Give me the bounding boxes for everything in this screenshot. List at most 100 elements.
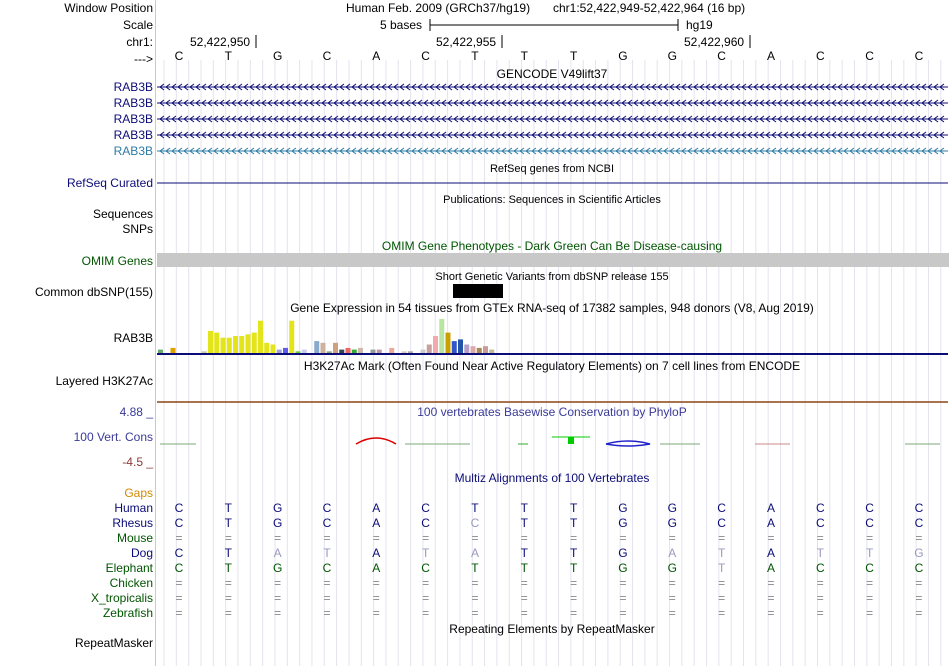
multiz-species-label[interactable]: Zebrafish — [102, 606, 153, 620]
multiz-base: T — [569, 501, 578, 515]
gencode-transcript — [157, 99, 948, 107]
multiz-base: = — [668, 591, 676, 605]
multiz-base: C — [174, 501, 184, 515]
refseq-curated-label[interactable]: RefSeq Curated — [66, 176, 153, 190]
multiz-base: = — [520, 591, 528, 605]
multiz-base: T — [224, 561, 232, 575]
multiz-species-label[interactable]: Dog — [130, 546, 153, 560]
assembly-text: Human Feb. 2009 (GRCh37/hg19) — [346, 1, 531, 15]
gtex-tissue-bar — [220, 337, 226, 353]
multiz-base: T — [520, 546, 528, 560]
multiz-base: = — [816, 591, 824, 605]
multiz-species-label[interactable]: Chicken — [109, 576, 153, 590]
dbsnp-track-title: Short Genetic Variants from dbSNP releas… — [435, 271, 669, 283]
gtex-tissue-bar — [295, 351, 301, 353]
omim-genes-label[interactable]: OMIM Genes — [81, 254, 153, 268]
gtex-tissue-bar — [376, 349, 382, 353]
vert-cons-label[interactable]: 100 Vert. Cons — [73, 430, 153, 444]
multiz-base: T — [717, 546, 726, 560]
gtex-tissue-bar — [451, 341, 457, 353]
sequence-base: T — [520, 49, 528, 63]
omim-gene-bar — [157, 253, 949, 267]
gtex-tissue-bar — [445, 332, 451, 353]
gtex-tissue-bar — [426, 344, 432, 353]
snps-label[interactable]: SNPs — [122, 222, 153, 236]
multiz-base: = — [718, 606, 726, 620]
multiz-species-label[interactable]: X_tropicalis — [90, 591, 153, 605]
multiz-base: = — [767, 606, 775, 620]
sequences-label[interactable]: Sequences — [92, 207, 153, 221]
gtex-tissue-bar — [439, 319, 445, 353]
gencode-transcript-label[interactable]: RAB3B — [113, 96, 153, 110]
multiz-base: = — [323, 531, 331, 545]
multiz-species-label[interactable]: Gaps — [124, 486, 153, 500]
multiz-base: G — [618, 561, 628, 575]
multiz-base: = — [175, 591, 183, 605]
conservation-track-title: 100 vertebrates Basewise Conservation by… — [417, 405, 687, 419]
multiz-base: C — [322, 501, 332, 515]
sequence-base: G — [667, 49, 677, 63]
sequence-base: C — [174, 49, 184, 63]
multiz-base: C — [322, 516, 332, 530]
multiz-base: = — [471, 576, 479, 590]
common-dbsnp-label[interactable]: Common dbSNP(155) — [34, 285, 153, 299]
gtex-tissue-bar — [489, 349, 495, 353]
layered-h3k27ac-label[interactable]: Layered H3K27Ac — [55, 374, 153, 388]
multiz-base: = — [915, 606, 923, 620]
scale-bar — [429, 19, 679, 31]
multiz-track-title: Multiz Alignments of 100 Vertebrates — [454, 471, 650, 485]
multiz-base: T — [520, 561, 528, 575]
gencode-transcript-label[interactable]: RAB3B — [113, 128, 153, 142]
multiz-base: T — [421, 546, 430, 560]
gtex-tissue-bar — [339, 349, 345, 353]
gtex-tissue-bar — [483, 346, 488, 353]
multiz-base: C — [470, 516, 480, 530]
multiz-base: = — [372, 531, 380, 545]
repeatmasker-label[interactable]: RepeatMasker — [74, 636, 153, 650]
multiz-species-label[interactable]: Human — [114, 501, 153, 515]
conservation-signal — [160, 436, 940, 447]
gtex-tissue-bar — [345, 347, 351, 353]
multiz-base: = — [224, 531, 232, 545]
gtex-tissue-bar — [264, 342, 270, 353]
multiz-base: G — [618, 501, 628, 515]
multiz-base: A — [470, 546, 479, 560]
multiz-base: = — [668, 606, 676, 620]
scale-text: 5 bases — [380, 18, 423, 32]
multiz-base: = — [570, 591, 578, 605]
multiz-base: G — [667, 501, 677, 515]
gtex-tissue-bar — [170, 347, 176, 353]
gencode-transcript-label[interactable]: RAB3B — [113, 80, 153, 94]
gtex-tissue-bar — [201, 351, 207, 353]
multiz-base: C — [174, 516, 184, 530]
multiz-base: C — [421, 516, 430, 530]
multiz-species-label[interactable]: Rhesus — [112, 516, 153, 530]
gencode-transcript-label[interactable]: RAB3B — [113, 144, 153, 158]
multiz-base: = — [816, 576, 824, 590]
scale-label: Scale — [122, 18, 153, 32]
multiz-base: = — [422, 576, 430, 590]
sequence-base: G — [618, 49, 628, 63]
multiz-base: = — [224, 576, 232, 590]
multiz-species-label[interactable]: Elephant — [105, 561, 153, 575]
multiz-base: A — [372, 501, 381, 515]
multiz-base: A — [372, 546, 381, 560]
multiz-base: = — [866, 531, 874, 545]
multiz-base: T — [569, 546, 578, 560]
sequence-base: C — [322, 49, 332, 63]
gtex-gene-label[interactable]: RAB3B — [113, 331, 153, 345]
multiz-base: G — [667, 561, 677, 575]
multiz-base: T — [520, 516, 528, 530]
coord-label: 52,422,955 — [436, 35, 497, 49]
multiz-species-label[interactable]: Mouse — [116, 531, 153, 545]
multiz-base: = — [767, 531, 775, 545]
gtex-tissue-bar — [433, 336, 438, 353]
multiz-base: = — [619, 591, 627, 605]
label-separator — [155, 0, 156, 666]
multiz-base: = — [570, 606, 578, 620]
multiz-base: C — [421, 501, 430, 515]
gencode-transcript-label[interactable]: RAB3B — [113, 112, 153, 126]
multiz-base: = — [224, 606, 232, 620]
multiz-base: C — [914, 561, 924, 575]
